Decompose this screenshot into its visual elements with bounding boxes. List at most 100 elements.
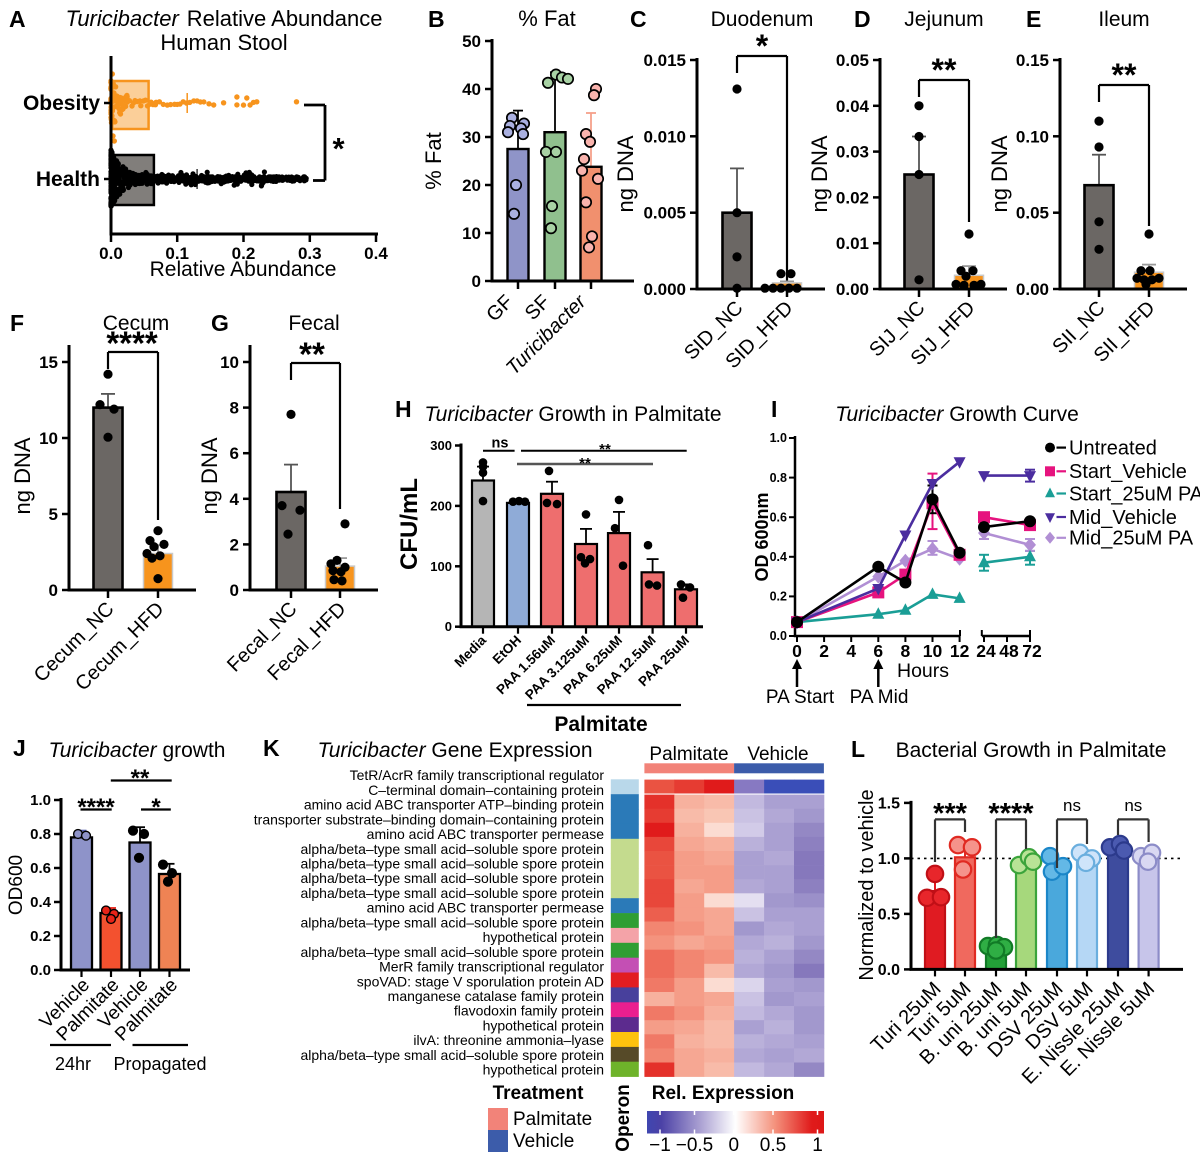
svg-text:***: ***: [933, 798, 968, 830]
svg-text:OD600: OD600: [6, 855, 27, 915]
svg-text:8: 8: [901, 641, 911, 661]
svg-text:0.6: 0.6: [30, 860, 51, 877]
svg-text:Normalized to vehicle: Normalized to vehicle: [856, 789, 878, 980]
svg-text:0.00: 0.00: [836, 280, 869, 299]
svg-text:300: 300: [430, 438, 452, 453]
svg-text:**: **: [579, 455, 591, 472]
svg-text:0.4: 0.4: [364, 244, 388, 263]
svg-text:10: 10: [220, 353, 239, 372]
svg-text:0.3: 0.3: [298, 244, 322, 263]
svg-text:CFU/mL: CFU/mL: [396, 478, 423, 570]
svg-text:Palmitate: Palmitate: [513, 1109, 592, 1130]
svg-text:0: 0: [49, 581, 58, 600]
svg-text:ilvA: threonine ammonia–lyase: ilvA: threonine ammonia–lyase: [413, 1032, 604, 1048]
svg-text:0.5: 0.5: [878, 906, 900, 923]
svg-text:ns: ns: [492, 436, 509, 452]
svg-text:Palmitate: Palmitate: [649, 744, 728, 765]
svg-text:manganese catalase family prot: manganese catalase family protein: [388, 988, 604, 1004]
svg-text:B: B: [428, 6, 445, 32]
svg-text:0.02: 0.02: [836, 188, 869, 207]
svg-text:H: H: [395, 396, 412, 422]
svg-text:ng DNA: ng DNA: [807, 135, 832, 212]
svg-text:alpha/beta–type small acid–sol: alpha/beta–type small acid–soluble spore…: [300, 914, 604, 930]
svg-text:Mid_25uM PA: Mid_25uM PA: [1069, 528, 1194, 550]
svg-text:TetR/AcrR family transcription: TetR/AcrR family transcriptional regulat…: [350, 767, 605, 783]
svg-text:**: **: [299, 336, 325, 373]
svg-text:Treatment: Treatment: [493, 1083, 584, 1104]
svg-text:−0.5: −0.5: [676, 1135, 714, 1156]
svg-text:48: 48: [999, 641, 1019, 661]
svg-text:0.010: 0.010: [643, 127, 686, 146]
svg-text:amino acid ABC transporter ATP: amino acid ABC transporter ATP–binding p…: [304, 797, 604, 813]
svg-text:Untreated: Untreated: [1069, 437, 1157, 459]
svg-text:1.0: 1.0: [770, 431, 787, 445]
svg-text:0.05: 0.05: [836, 51, 869, 70]
svg-text:Relative Abundance: Relative Abundance: [150, 258, 337, 281]
svg-text:Palmitate: Palmitate: [554, 713, 647, 736]
svg-text:40: 40: [462, 80, 481, 99]
svg-text:A: A: [9, 6, 26, 32]
svg-text:1.0: 1.0: [30, 792, 51, 809]
svg-text:0.2: 0.2: [232, 244, 256, 263]
svg-text:amino acid ABC transporter per: amino acid ABC transporter permease: [367, 826, 605, 842]
svg-text:0.005: 0.005: [643, 204, 686, 223]
svg-text:−1: −1: [649, 1135, 671, 1156]
svg-text:24hr: 24hr: [55, 1054, 91, 1074]
svg-text:6: 6: [873, 641, 883, 661]
svg-text:ng DNA: ng DNA: [613, 135, 638, 212]
svg-text:spoVAD: stage V sporulation pr: spoVAD: stage V sporulation protein AD: [357, 973, 604, 989]
svg-text:*: *: [756, 28, 769, 64]
svg-text:hypothetical protein: hypothetical protein: [483, 1062, 604, 1078]
svg-text:0.000: 0.000: [643, 280, 686, 299]
svg-text:1: 1: [812, 1135, 823, 1156]
svg-text:hypothetical protein: hypothetical protein: [483, 1017, 604, 1033]
svg-text:0.15: 0.15: [1016, 51, 1049, 70]
svg-text:10: 10: [462, 224, 481, 243]
svg-text:Turicibacter growth: Turicibacter growth: [48, 739, 225, 762]
svg-text:0.4: 0.4: [770, 550, 787, 564]
svg-text:12: 12: [950, 641, 970, 661]
svg-text:Vehicle: Vehicle: [747, 744, 808, 765]
svg-text:Cecum: Cecum: [103, 312, 170, 335]
svg-text:PA Mid: PA Mid: [850, 687, 909, 708]
svg-text:0.5: 0.5: [760, 1135, 786, 1156]
svg-text:*: *: [332, 131, 345, 166]
svg-text:0.2: 0.2: [30, 928, 51, 945]
svg-text:4: 4: [230, 490, 240, 509]
svg-text:Fecal: Fecal: [288, 312, 339, 335]
svg-text:K: K: [263, 735, 280, 761]
svg-text:100: 100: [430, 559, 452, 574]
svg-text:ns: ns: [1124, 796, 1142, 815]
svg-text:0.8: 0.8: [770, 471, 787, 485]
svg-text:0: 0: [472, 272, 481, 291]
svg-text:10: 10: [923, 641, 943, 661]
svg-text:0.04: 0.04: [836, 97, 870, 116]
svg-text:ng DNA: ng DNA: [987, 135, 1012, 212]
svg-text:**: **: [932, 52, 957, 88]
svg-text:ns: ns: [1063, 796, 1081, 815]
svg-text:0: 0: [729, 1135, 740, 1156]
svg-text:% Fat: % Fat: [518, 6, 575, 31]
svg-text:8: 8: [230, 399, 239, 418]
svg-text:ng DNA: ng DNA: [197, 437, 222, 514]
svg-text:hypothetical protein: hypothetical protein: [483, 929, 604, 945]
svg-text:Hours: Hours: [897, 660, 949, 682]
svg-text:amino acid ABC transporter per: amino acid ABC transporter permease: [367, 900, 605, 916]
svg-text:72: 72: [1022, 641, 1042, 661]
svg-text:J: J: [13, 735, 26, 761]
svg-text:0.4: 0.4: [30, 894, 52, 911]
svg-text:C: C: [630, 6, 647, 32]
svg-text:Start_Vehicle: Start_Vehicle: [1069, 461, 1187, 483]
svg-text:2: 2: [819, 641, 829, 661]
svg-text:G: G: [211, 310, 229, 336]
svg-text:flavodoxin family protein: flavodoxin family protein: [454, 1003, 604, 1019]
svg-text:0: 0: [792, 641, 802, 661]
svg-text:alpha/beta–type small acid–sol: alpha/beta–type small acid–soluble spore…: [300, 856, 604, 872]
svg-text:0.01: 0.01: [836, 234, 869, 253]
svg-text:Operon: Operon: [613, 1084, 634, 1152]
svg-text:0.00: 0.00: [1016, 280, 1049, 299]
svg-text:ng DNA: ng DNA: [10, 437, 35, 514]
svg-text:0.8: 0.8: [30, 826, 51, 843]
svg-text:Obesity: Obesity: [23, 92, 100, 115]
svg-text:****: ****: [77, 794, 115, 821]
